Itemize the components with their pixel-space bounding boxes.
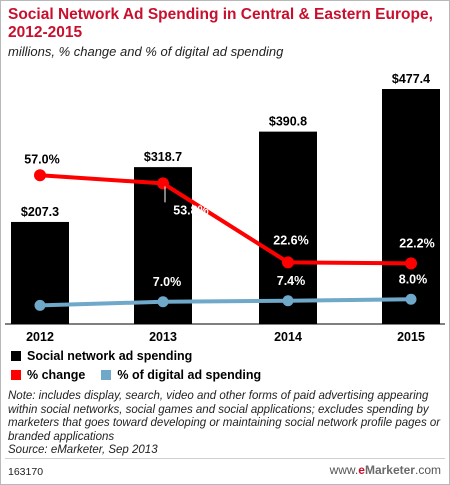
chart-notes: Note: includes display, search, video an… (8, 390, 444, 458)
digital-label-2013: 7.0% (153, 275, 182, 289)
legend-item-bar: Social network ad spending (11, 349, 192, 363)
bar-label-2012: $207.3 (21, 205, 59, 219)
chart-subtitle: millions, % change and % of digital ad s… (8, 44, 284, 59)
legend-label-change: % change (27, 368, 86, 382)
line-pct-change (39, 173, 412, 266)
change-label-2012: 57.0% (24, 152, 59, 166)
legend-items-lines: % change % of digital ad spending (11, 368, 261, 382)
point-digital-2014 (282, 295, 294, 307)
point-change-2012 (34, 169, 46, 182)
digital-label-2015: 8.0% (399, 272, 428, 286)
point-change-2013 (157, 177, 169, 190)
point-digital-2013 (157, 296, 169, 308)
line-digital-share (39, 297, 412, 308)
point-digital-2012 (34, 299, 46, 311)
x-tick-label-2012: 2012 (26, 330, 54, 341)
change-label-2014: 22.6% (273, 233, 308, 247)
bar-2014 (259, 131, 317, 324)
note-text: Note: includes display, search, video an… (8, 390, 441, 443)
chart-id: 163170 (8, 466, 44, 478)
chart-title: Social Network Ad Spending in Central & … (8, 6, 433, 41)
digital-label-2012: 5.6% (29, 278, 58, 292)
bar-label-2013: $318.7 (144, 150, 182, 164)
digital-label-2014: 7.4% (277, 274, 306, 288)
change-label-2013: 53.8% (173, 203, 208, 217)
point-digital-2015 (405, 293, 417, 305)
x-tick-label-2013: 2013 (149, 330, 177, 341)
bar-2015 (382, 89, 440, 324)
legend-label-bar: Social network ad spending (27, 349, 193, 363)
brand-logo: www.eMarketer.com (329, 463, 441, 477)
legend-swatch-bar (11, 351, 21, 361)
change-label-2015: 22.2% (399, 236, 434, 250)
point-change-2015 (405, 257, 417, 270)
bar-label-2014: $390.8 (269, 115, 307, 129)
x-tick-label-2014: 2014 (274, 330, 302, 341)
footer-divider (5, 458, 445, 459)
legend-label-digital: % of digital ad spending (117, 368, 262, 382)
legend-swatch-digital (101, 370, 112, 380)
legend-swatch-change (11, 370, 21, 380)
x-tick-label-2015: 2015 (397, 330, 425, 341)
source-text: Source: eMarketer, Sep 2013 (8, 444, 158, 457)
chart-plot: $207.3 $318.7 $390.8 $477.4 2012 2013 2014 2015… (5, 72, 445, 341)
point-change-2014 (282, 256, 294, 269)
bar-label-2015: $477.4 (392, 72, 430, 86)
